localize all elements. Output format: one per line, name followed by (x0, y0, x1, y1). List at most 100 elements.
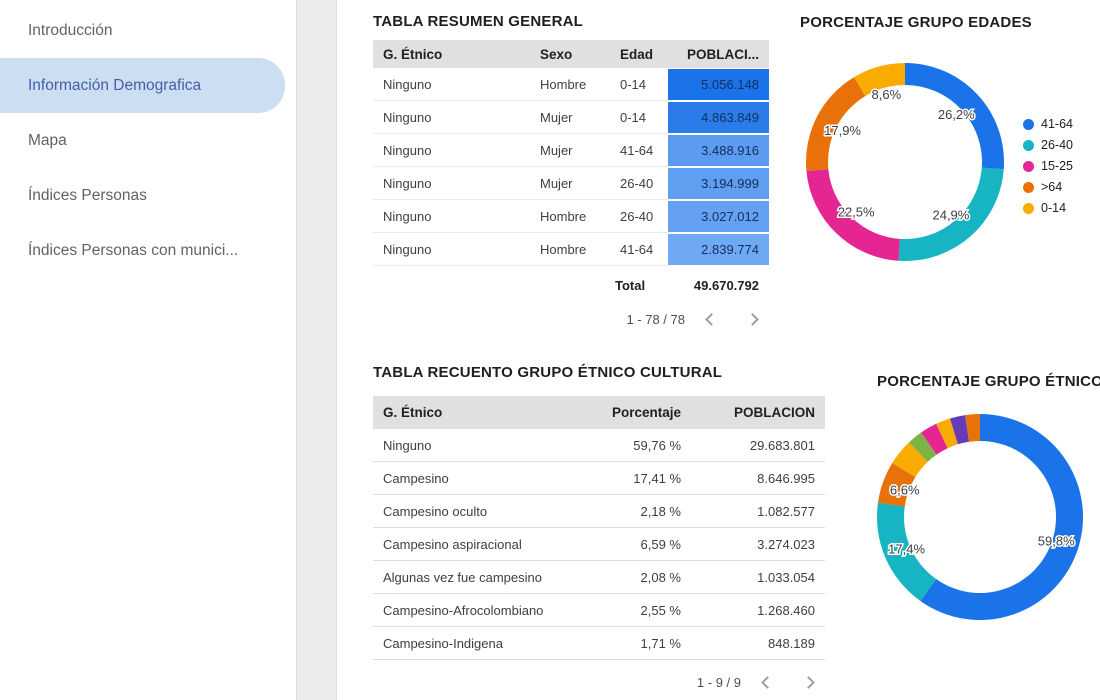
table-cell: 8.646.995 (691, 462, 825, 495)
table-cell: Hombre (530, 68, 610, 101)
slice-label: 26,2% (938, 107, 975, 122)
table-row[interactable]: Campesino-Indigena 1,71 % 848.189 (373, 627, 825, 660)
table-cell: 59,76 % (573, 429, 691, 462)
sidebar-item-1[interactable]: Información Demografica (0, 58, 285, 113)
donut-slice-2[interactable] (877, 462, 916, 507)
donut-chart-etnico: 59,8% 17,4% 6,6% (877, 414, 1083, 620)
donut-slice-6[interactable] (936, 418, 958, 449)
donut-slice-1[interactable] (877, 502, 937, 602)
table-cell: 4.863.849 (668, 101, 769, 134)
table-row[interactable]: Ninguno 59,76 % 29.683.801 (373, 429, 825, 462)
table-resumen-title: TABLA RESUMEN GENERAL (373, 13, 584, 30)
table-row[interactable]: Ninguno Hombre 26-40 3.027.012 (373, 200, 769, 233)
legend-dot-icon (1023, 139, 1034, 151)
donut-slice-3[interactable] (806, 77, 866, 172)
pagination-prev-icon[interactable] (761, 675, 774, 689)
table-row[interactable]: Campesino 17,41 % 8.646.995 (373, 462, 825, 495)
table-cell: Campesino-Afrocolombiano (373, 594, 573, 627)
table-row[interactable]: Campesino-Afrocolombiano 2,55 % 1.268.460 (373, 594, 825, 627)
column-header[interactable]: G. Étnico (373, 396, 573, 429)
donut-slice-1[interactable] (898, 167, 1004, 261)
column-header[interactable]: Edad (610, 40, 668, 68)
table-cell: Ninguno (373, 429, 573, 462)
sidebar-item-2[interactable]: Mapa (28, 131, 67, 149)
page-gutter (296, 0, 337, 700)
table-row[interactable]: Ninguno Mujer 26-40 3.194.999 (373, 167, 769, 200)
donut-slice-8[interactable] (965, 414, 980, 442)
legend-item-1[interactable]: 26-40 (1023, 138, 1073, 152)
column-header[interactable]: G. Étnico (373, 40, 530, 68)
table-cell: 29.683.801 (691, 429, 825, 462)
etnico-table-pagination: 1 - 9 / 9 (373, 666, 825, 698)
summary-table: G. Étnico Sexo Edad POBLACI... Ninguno Hombre… (373, 40, 769, 266)
table-cell: 848.189 (691, 627, 825, 660)
sidebar-item-3[interactable]: Índices Personas (28, 186, 147, 204)
legend-dot-icon (1023, 202, 1034, 214)
donut-chart-edades: 26,2% 24,9% 22,5% 17,9% 8,6% (806, 63, 1004, 261)
legend-label: 41-64 (1041, 117, 1073, 131)
slice-label: 24,9% (932, 207, 969, 222)
donut-slice-4[interactable] (854, 63, 905, 96)
column-header[interactable]: POBLACION (691, 396, 825, 429)
report-canvas: TABLA RESUMEN GENERAL G. Étnico Sexo Edad P… (337, 0, 1100, 700)
table-cell: 1.268.460 (691, 594, 825, 627)
table-cell: Mujer (530, 167, 610, 200)
table-row[interactable]: Ninguno Hombre 0-14 5.056.148 (373, 68, 769, 101)
table-cell: Campesino aspiracional (373, 528, 573, 561)
donut-slice-0[interactable] (905, 63, 1004, 170)
table-row[interactable]: Algunas vez fue campesino 2,08 % 1.033.054 (373, 561, 825, 594)
table-cell: 1.033.054 (691, 561, 825, 594)
chart-etnico-title: PORCENTAJE GRUPO ÉTNICO (877, 373, 1100, 390)
table-cell: 0-14 (610, 68, 668, 101)
table-cell: 3.488.916 (668, 134, 769, 167)
table-row[interactable]: Campesino oculto 2,18 % 1.082.577 (373, 495, 825, 528)
table-cell: 1.082.577 (691, 495, 825, 528)
table-row[interactable]: Ninguno Mujer 0-14 4.863.849 (373, 101, 769, 134)
donut-slice-4[interactable] (909, 432, 937, 462)
table-cell: 3.274.023 (691, 528, 825, 561)
table-cell: 0-14 (610, 101, 668, 134)
legend-label: 26-40 (1041, 138, 1073, 152)
table-cell: Mujer (530, 134, 610, 167)
table-row[interactable]: Campesino aspiracional 6,59 % 3.274.023 (373, 528, 825, 561)
pagination-next-icon[interactable] (746, 312, 759, 326)
column-header[interactable]: Porcentaje (573, 396, 691, 429)
legend-dot-icon (1023, 118, 1034, 130)
legend-item-2[interactable]: 15-25 (1023, 159, 1073, 173)
table-cell: 2,18 % (573, 495, 691, 528)
pagination-prev-icon[interactable] (705, 312, 718, 326)
pagination-range: 1 - 78 / 78 (626, 311, 685, 327)
legend-item-3[interactable]: >64 (1023, 180, 1073, 194)
chart-edades-legend: 41-64 26-40 15-25 >64 0-14 (1023, 117, 1073, 215)
donut-slice-0[interactable] (920, 414, 1083, 620)
donut-slice-7[interactable] (950, 415, 970, 445)
table-cell: Campesino-Indigena (373, 627, 573, 660)
slice-label: 22,5% (838, 205, 875, 220)
slice-label: 8,6% (872, 87, 902, 102)
summary-table-pagination: 1 - 78 / 78 (373, 303, 769, 335)
sidebar-item-4[interactable]: Índices Personas con munici... (28, 241, 239, 259)
table-row[interactable]: Ninguno Hombre 41-64 2.839.774 (373, 233, 769, 266)
column-header[interactable]: Sexo (530, 40, 610, 68)
sidebar-item-0[interactable]: Introducción (28, 21, 113, 39)
donut-slice-5[interactable] (921, 423, 948, 455)
column-header[interactable]: POBLACI... (668, 40, 769, 68)
table-etnico-title: TABLA RECUENTO GRUPO ÉTNICO CULTURAL (373, 364, 723, 381)
table-cell: 41-64 (610, 134, 668, 167)
table-cell: 6,59 % (573, 528, 691, 561)
table-row[interactable]: Ninguno Mujer 41-64 3.488.916 (373, 134, 769, 167)
donut-slice-3[interactable] (892, 442, 928, 478)
donut-slice-2[interactable] (806, 169, 900, 261)
legend-label: >64 (1041, 180, 1063, 194)
legend-dot-icon (1023, 181, 1034, 193)
table-cell: Hombre (530, 200, 610, 233)
pagination-range: 1 - 9 / 9 (696, 674, 741, 690)
table-cell: 3.027.012 (668, 200, 769, 233)
legend-item-0[interactable]: 41-64 (1023, 117, 1073, 131)
pagination-next-icon[interactable] (802, 675, 815, 689)
legend-item-4[interactable]: 0-14 (1023, 201, 1073, 215)
table-cell: Campesino oculto (373, 495, 573, 528)
slice-label: 17,9% (824, 123, 861, 138)
table-cell: Ninguno (373, 233, 530, 266)
etnico-table: G. Étnico Porcentaje POBLACION Ninguno 59,76… (373, 396, 825, 660)
